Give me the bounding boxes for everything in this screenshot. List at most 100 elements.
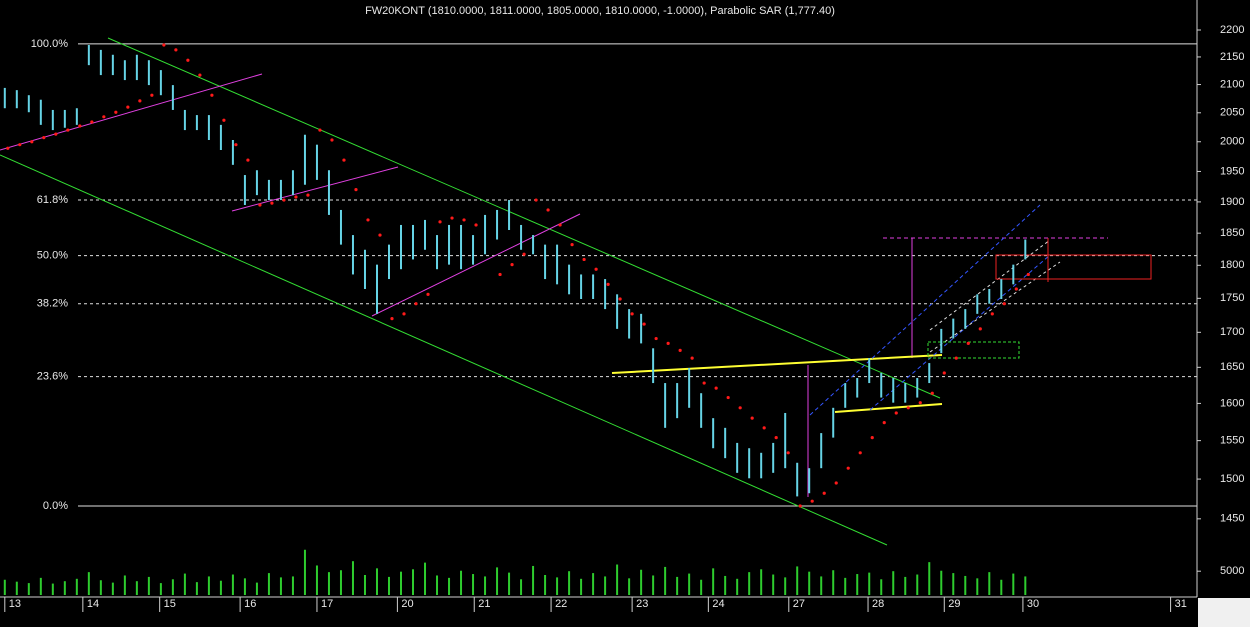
volume-bar: [436, 575, 439, 595]
volume-bar: [63, 581, 66, 595]
fib-label: 23.6%: [37, 371, 68, 383]
neckline: [611, 354, 943, 374]
target-box: [995, 254, 1152, 280]
volume-tick-label: 5000: [1220, 565, 1244, 577]
volume-bar: [87, 572, 90, 595]
volume-bar: [628, 578, 631, 595]
sar-dot: [1014, 287, 1018, 291]
zone-box: [927, 341, 1020, 359]
sar-dot: [210, 93, 214, 97]
sar-dot: [474, 223, 478, 227]
sar-dot: [606, 282, 610, 286]
volume-bar: [652, 575, 655, 595]
volume-bar: [940, 570, 943, 595]
volume-bar: [736, 578, 739, 595]
volume-bar: [484, 576, 487, 595]
volume-bar: [520, 579, 523, 595]
sar-dot: [618, 297, 622, 301]
volume-bar: [219, 580, 222, 595]
x-tick-label: 30: [1027, 598, 1039, 610]
volume-bar: [472, 574, 475, 595]
volume-bar: [808, 571, 811, 595]
sar-dot: [906, 406, 910, 410]
volume-bar: [39, 577, 42, 595]
sar-dot: [786, 451, 790, 455]
volume-bar: [75, 578, 78, 595]
volume-bar: [820, 576, 823, 595]
volume-bar: [363, 575, 366, 595]
sar-dot: [390, 317, 394, 321]
volume-bar: [724, 575, 727, 595]
sar-dot: [162, 43, 166, 47]
sar-dot: [342, 158, 346, 162]
sar-dot: [522, 252, 526, 256]
volume-bar: [1024, 576, 1027, 595]
volume-bar: [400, 571, 403, 595]
sar-dot: [78, 124, 82, 128]
x-tick-label: 17: [321, 598, 333, 610]
sar-dot: [642, 322, 646, 326]
y-tick-label: 1850: [1220, 227, 1244, 239]
volume-bar: [99, 580, 102, 595]
sar-dot: [198, 73, 202, 77]
support-line: [834, 403, 943, 413]
volume-bar: [327, 572, 330, 595]
volume-bar: [123, 575, 126, 595]
x-tick-label: 16: [244, 598, 256, 610]
sar-dot: [726, 395, 730, 400]
sar-dot: [846, 466, 850, 470]
sar-dot: [222, 118, 226, 122]
x-tick-label: 27: [793, 598, 805, 610]
channel-dashed: [929, 239, 1051, 331]
volume-bar: [784, 577, 787, 595]
y-tick-label: 1550: [1220, 435, 1244, 447]
sar-dot: [534, 198, 538, 202]
volume-bar: [207, 576, 210, 595]
y-tick-label: 1450: [1220, 513, 1244, 525]
channel-dashed: [809, 204, 1041, 416]
sar-dot: [678, 348, 682, 352]
volume-bar: [1012, 573, 1015, 595]
sar-dot: [258, 203, 262, 207]
sar-dot: [858, 451, 862, 455]
drawings: [0, 37, 1152, 546]
fib-label: 38.2%: [37, 298, 68, 310]
sar-dot: [918, 401, 922, 405]
volume-bar: [676, 576, 679, 595]
volume-bar: [231, 574, 234, 595]
volume-bar: [183, 573, 186, 595]
x-tick-label: 15: [164, 598, 176, 610]
y-tick-label: 2150: [1220, 51, 1244, 63]
volume-bar: [832, 570, 835, 595]
volume-bar: [3, 579, 6, 595]
y-tick-label: 1900: [1220, 196, 1244, 208]
volume-bar: [51, 583, 54, 595]
sar-dot: [990, 312, 994, 316]
volume-bar: [267, 573, 270, 595]
y-tick-label: 1750: [1220, 292, 1244, 304]
y-tick-label: 2000: [1220, 136, 1244, 148]
sar-dot: [234, 143, 238, 147]
x-tick-label: 29: [948, 598, 960, 610]
volume-bar: [916, 574, 919, 595]
sar-dot: [54, 132, 58, 136]
sar-dot: [126, 105, 130, 109]
sar-dot: [702, 381, 706, 385]
volume-bar: [291, 576, 294, 595]
volume-bar: [964, 575, 967, 595]
sar-dot: [978, 327, 982, 331]
sar-dot: [834, 481, 838, 485]
volume-bar: [339, 570, 342, 595]
sar-dot: [690, 356, 694, 360]
sar-dot: [270, 201, 274, 205]
volume-bar: [460, 570, 463, 595]
sar-dot: [750, 416, 754, 420]
fib-label: 100.0%: [31, 38, 69, 50]
sar-dot: [366, 218, 370, 222]
sar-dot: [666, 341, 670, 346]
sar-dot: [30, 140, 34, 144]
sar-dot: [114, 110, 118, 114]
volume-bar: [135, 581, 138, 595]
volume-bar: [508, 572, 511, 595]
